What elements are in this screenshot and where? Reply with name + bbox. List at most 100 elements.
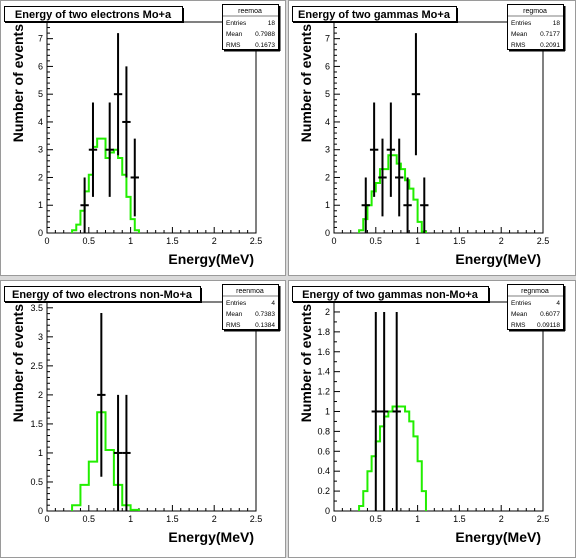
x-tick-label: 2.5 (250, 514, 263, 524)
stats-label: Entries (226, 300, 247, 307)
chart-title: Energy of two electrons Mo+a (15, 9, 172, 21)
y-tick-label: 2 (325, 307, 330, 317)
stats-label: RMS (226, 42, 241, 49)
stats-shadow (278, 286, 281, 331)
stats-frame (222, 284, 279, 330)
stats-box: reenmoa Entries 4 Mean 0.7383 RMS 0.1384 (222, 284, 281, 332)
x-axis: 0 0.5 1 1.5 2 2.5 (331, 227, 549, 246)
plot-frame (333, 301, 544, 512)
stats-name: regnmoa (521, 288, 549, 295)
y-axis: 0 0.5 1 1.5 2 2.5 3 3.5 (30, 301, 53, 516)
x-tick-label: 0 (331, 236, 336, 246)
stats-label: RMS (226, 322, 241, 329)
stats-value: 0.1673 (255, 42, 275, 49)
stats-frame (507, 4, 564, 50)
y-tick-label: 1.2 (317, 387, 330, 397)
y-tick-label: 2 (38, 172, 43, 182)
data-point (420, 177, 429, 233)
y-tick-label: 3 (38, 145, 43, 155)
y-tick-label: 1.5 (30, 419, 43, 429)
stats-value: 0.2091 (540, 42, 560, 49)
x-tick-label: 2 (212, 514, 217, 524)
data-point (371, 311, 380, 511)
y-tick-label: 3.5 (30, 303, 43, 313)
title-shadow (293, 301, 490, 303)
y-tick-label: 3 (38, 332, 43, 342)
y-tick-label: 1.6 (317, 347, 330, 357)
x-axis-label: Energy(MeV) (455, 251, 541, 267)
y-tick-label: 4 (325, 117, 330, 127)
stats-shadow (224, 49, 280, 52)
stats-name: reenmoa (236, 288, 264, 295)
y-tick-label: 0 (38, 506, 43, 516)
x-tick-label: 0.5 (83, 236, 96, 246)
data-point (395, 138, 404, 217)
data-point (80, 177, 89, 233)
x-tick-label: 0 (331, 514, 336, 524)
y-tick-label: 1 (325, 200, 330, 210)
stats-name: regmoa (523, 8, 547, 15)
x-tick-label: 1.5 (453, 514, 466, 524)
y-tick-label: 1.8 (317, 327, 330, 337)
data-point (97, 313, 106, 477)
stats-value: 0.7177 (540, 31, 560, 38)
simulation-histogram (71, 411, 140, 511)
stats-box: reemoa Entries 18 Mean 0.7988 RMS 0.1673 (222, 4, 281, 52)
y-tick-label: 1 (38, 448, 43, 458)
stats-value: 18 (268, 20, 276, 27)
x-tick-label: 2 (499, 236, 504, 246)
data-points (80, 33, 139, 233)
data-point (122, 66, 131, 178)
y-tick-label: 4 (38, 117, 43, 127)
stats-label: RMS (511, 322, 526, 329)
data-point (113, 394, 123, 511)
stats-box: regnmoa Entries 4 Mean 0.6077 RMS 0.09118 (507, 284, 566, 332)
x-tick-label: 2 (499, 514, 504, 524)
title-shadow (5, 21, 184, 23)
y-tick-label: 0.2 (317, 486, 330, 496)
chart-title: Energy of two gammas Mo+a (298, 9, 451, 21)
chart-panel-3: 0 0.5 1 1.5 2 2.5 Energy(MeV) 0 0.5 1 1.5 2 2.5 3 3.5 N… (0, 280, 286, 558)
x-tick-label: 1.5 (453, 236, 466, 246)
plot-frame (46, 301, 257, 512)
title-box: Energy of two gammas non-Mo+a (292, 286, 490, 303)
y-tick-label: 6 (38, 61, 43, 71)
x-tick-label: 1 (415, 514, 420, 524)
data-point (88, 102, 98, 197)
x-tick-label: 1.5 (166, 236, 179, 246)
y-axis-label: Number of events (298, 24, 314, 142)
x-axis-label: Energy(MeV) (168, 529, 254, 545)
plot-frame (46, 21, 257, 234)
stats-shadow (278, 6, 281, 51)
data-point (403, 177, 412, 233)
x-axis-label: Energy(MeV) (168, 251, 254, 267)
x-tick-label: 2.5 (537, 236, 550, 246)
y-tick-label: 5 (325, 89, 330, 99)
stats-shadow (224, 329, 280, 332)
data-point (386, 102, 396, 197)
stats-label: Entries (226, 20, 247, 27)
x-tick-label: 0.5 (370, 514, 383, 524)
simulation-histogram (71, 137, 140, 233)
stats-box: regmoa Entries 18 Mean 0.7177 RMS 0.2091 (507, 4, 566, 52)
x-tick-label: 1 (128, 514, 133, 524)
stats-label: Mean (511, 31, 528, 38)
x-tick-label: 0.5 (370, 236, 383, 246)
y-tick-label: 7 (325, 34, 330, 44)
x-tick-label: 2.5 (250, 236, 263, 246)
stats-shadow (563, 286, 566, 331)
stats-value: 0.1384 (255, 322, 275, 329)
title-shadow (456, 8, 458, 23)
chart-panel-4: 0 0.5 1 1.5 2 2.5 Energy(MeV) 0 0.2 0.4 0.6 0.8 1 1.2… (288, 280, 576, 558)
stats-value: 0.7988 (255, 31, 275, 38)
stats-value: 0.7383 (255, 311, 275, 318)
y-tick-label: 0 (325, 228, 330, 238)
title-box: Energy of two gammas Mo+a (292, 6, 458, 23)
title-box: Energy of two electrons non-Mo+a (4, 286, 202, 303)
y-tick-label: 0.6 (317, 446, 330, 456)
data-point (361, 177, 370, 233)
y-axis: 0 1 2 3 4 5 6 7 (38, 21, 53, 238)
y-axis-label: Number of events (10, 24, 26, 142)
y-tick-label: 7 (38, 34, 43, 44)
